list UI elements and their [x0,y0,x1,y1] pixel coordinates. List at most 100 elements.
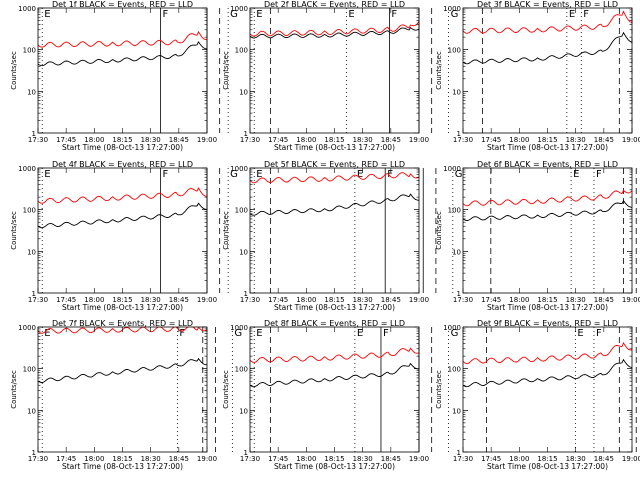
events-rate-line [38,357,207,383]
y-axis-label: Counts/sec [435,370,443,409]
y-tick-label: 10 [27,88,36,96]
panel-title: Det 7f BLACK = Events, RED = LLD [52,319,193,328]
x-tick-label: 18:15 [324,296,344,304]
x-tick-label: 18:15 [112,296,132,304]
y-tick-label: 100 [448,207,461,215]
y-tick-label: 1000 [230,5,248,13]
events-rate-line [38,41,207,67]
x-axis-label: Start Time (08-Oct-13 17:27:00) [487,462,608,471]
x-tick-label: 18:30 [141,296,161,304]
x-tick-label: 18:45 [169,296,189,304]
x-axis-label: Start Time (08-Oct-13 17:27:00) [62,462,183,471]
marker-label: F [596,328,602,339]
lld-rate-line [250,172,419,184]
y-axis-label: Counts/sec [222,51,230,90]
x-tick-label: 18:30 [566,136,586,144]
x-tick-label: 19:00 [409,455,429,463]
y-axis-label: Counts/sec [222,370,230,409]
plot-frame [462,326,633,453]
x-tick-label: 18:30 [566,296,586,304]
y-tick-label: 100 [235,366,248,374]
x-tick-label: 18:15 [112,455,132,463]
y-tick-label: 100 [448,366,461,374]
plot-frame [249,167,420,294]
x-axis-label: Start Time (08-Oct-13 17:27:00) [274,143,395,152]
x-tick-label: 18:30 [353,455,373,463]
marker-label: F [163,169,169,180]
marker-label: E [256,9,262,20]
lld-rate-line [38,187,207,204]
y-axis-label: Counts/sec [10,51,18,90]
x-tick-label: 18:45 [381,136,401,144]
panel-title: Det 9f BLACK = Events, RED = LLD [477,319,618,328]
panel-title: Det 2f BLACK = Events, RED = LLD [264,0,405,9]
x-tick-label: 18:00 [296,136,316,144]
x-tick-label: 17:45 [481,296,501,304]
marker-label: F [391,9,397,20]
x-axis-label: Start Time (08-Oct-13 17:27:00) [487,143,608,152]
y-axis-label: Counts/sec [222,211,230,250]
plot-frame [37,167,208,294]
y-tick-label: 1 [32,290,36,298]
plot-frame [249,326,420,453]
x-tick-label: 19:00 [197,136,217,144]
x-tick-label: 18:00 [509,455,529,463]
x-tick-label: 17:30 [28,296,48,304]
y-tick-label: 10 [239,248,248,256]
x-tick-label: 18:45 [169,455,189,463]
marker-label: G [234,328,242,339]
marker-label: F [163,9,169,20]
y-tick-label: 1 [457,130,461,138]
y-tick-label: 10 [452,407,461,415]
events-rate-line [250,26,419,39]
events-rate-line [463,31,632,65]
x-tick-label: 17:30 [453,136,473,144]
x-tick-label: 19:00 [622,455,640,463]
y-tick-label: 1000 [443,5,461,13]
y-tick-label: 1000 [18,324,36,332]
lld-rate-line [463,342,632,365]
y-tick-label: 100 [448,47,461,55]
x-tick-label: 18:00 [509,136,529,144]
y-tick-label: 100 [23,366,36,374]
x-tick-label: 18:45 [381,296,401,304]
x-tick-label: 18:00 [84,296,104,304]
lld-rate-line [250,347,419,363]
panel-title: Det 6f BLACK = Events, RED = LLD [477,160,618,169]
y-axis-label: Counts/sec [10,370,18,409]
marker-label: E [256,169,262,180]
panel-title: Det 8f BLACK = Events, RED = LLD [264,319,405,328]
x-tick-label: 19:00 [409,136,429,144]
marker-label: G [230,169,238,180]
y-tick-label: 10 [239,88,248,96]
marker-label: F [383,328,389,339]
x-tick-label: 17:30 [453,455,473,463]
x-tick-label: 18:15 [537,136,557,144]
x-tick-label: 18:45 [169,136,189,144]
y-tick-label: 10 [27,407,36,415]
marker-label: E [44,169,50,180]
plot-frame [37,7,208,134]
y-tick-label: 1000 [443,165,461,173]
plot-frame [37,326,208,453]
x-tick-label: 18:45 [594,136,614,144]
y-tick-label: 10 [452,88,461,96]
x-tick-label: 19:00 [197,296,217,304]
y-tick-label: 10 [452,248,461,256]
y-axis-label: Counts/sec [10,211,18,250]
marker-label: G [230,9,238,20]
y-axis-label: Counts/sec [435,211,443,250]
x-tick-label: 17:30 [240,136,260,144]
panel-title: Det 3f BLACK = Events, RED = LLD [477,0,618,9]
marker-label: F [596,169,602,180]
y-tick-label: 100 [235,207,248,215]
marker-label: F [583,9,589,20]
y-tick-label: 100 [235,47,248,55]
events-rate-line [250,193,419,216]
